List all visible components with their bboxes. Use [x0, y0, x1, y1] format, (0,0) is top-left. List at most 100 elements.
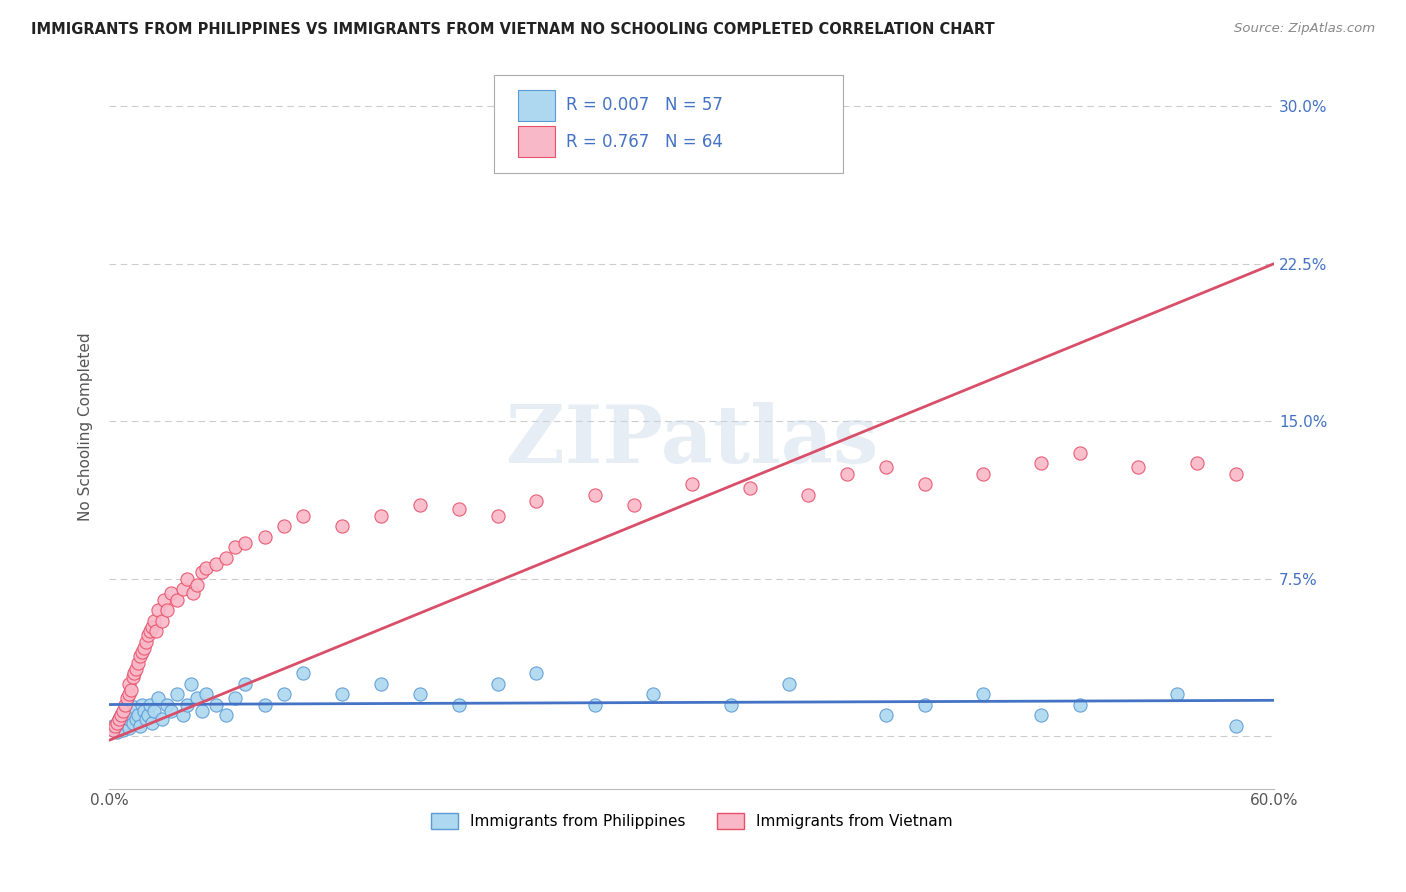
- Point: [215, 550, 238, 565]
- Point: [253, 698, 276, 712]
- Point: [205, 698, 228, 712]
- Point: [681, 477, 703, 491]
- Point: [447, 502, 470, 516]
- Point: [139, 624, 162, 638]
- FancyBboxPatch shape: [494, 75, 844, 173]
- Point: [131, 645, 153, 659]
- Point: [127, 656, 149, 670]
- Point: [583, 487, 606, 501]
- Point: [1166, 687, 1188, 701]
- Point: [108, 712, 131, 726]
- Point: [875, 460, 897, 475]
- Point: [124, 666, 146, 681]
- Point: [914, 698, 936, 712]
- Point: [1031, 708, 1053, 723]
- Point: [623, 498, 645, 512]
- Point: [131, 698, 153, 712]
- Point: [253, 529, 276, 543]
- Point: [156, 698, 179, 712]
- Point: [114, 698, 136, 712]
- Point: [125, 712, 148, 726]
- Point: [797, 487, 820, 501]
- Point: [181, 586, 204, 600]
- Point: [186, 578, 208, 592]
- Point: [486, 508, 509, 523]
- Point: [1225, 718, 1247, 732]
- Point: [180, 676, 202, 690]
- Text: IMMIGRANTS FROM PHILIPPINES VS IMMIGRANTS FROM VIETNAM NO SCHOOLING COMPLETED CO: IMMIGRANTS FROM PHILIPPINES VS IMMIGRANT…: [31, 22, 994, 37]
- Text: R = 0.767   N = 64: R = 0.767 N = 64: [567, 133, 723, 151]
- Point: [1225, 467, 1247, 481]
- Point: [136, 628, 159, 642]
- Point: [875, 708, 897, 723]
- Point: [121, 716, 143, 731]
- Point: [145, 624, 167, 638]
- Point: [146, 691, 169, 706]
- Point: [136, 708, 159, 723]
- Point: [139, 698, 162, 712]
- Point: [125, 662, 148, 676]
- Point: [273, 687, 295, 701]
- Point: [191, 704, 214, 718]
- Point: [1069, 445, 1091, 459]
- Point: [115, 691, 138, 706]
- Point: [118, 676, 141, 690]
- Point: [120, 708, 142, 723]
- Point: [172, 582, 194, 596]
- Point: [142, 614, 165, 628]
- Point: [172, 708, 194, 723]
- Point: [121, 670, 143, 684]
- Point: [1185, 456, 1208, 470]
- Point: [110, 708, 132, 723]
- Point: [134, 640, 156, 655]
- Point: [150, 712, 173, 726]
- Point: [104, 718, 127, 732]
- Point: [150, 614, 173, 628]
- Point: [152, 592, 174, 607]
- Point: [118, 687, 141, 701]
- Text: ZIPatlas: ZIPatlas: [506, 401, 877, 480]
- Point: [105, 716, 128, 731]
- Point: [129, 718, 152, 732]
- Point: [111, 704, 134, 718]
- Point: [108, 712, 131, 726]
- Point: [224, 540, 246, 554]
- Point: [720, 698, 742, 712]
- Y-axis label: No Schooling Completed: No Schooling Completed: [79, 332, 93, 521]
- Point: [778, 676, 800, 690]
- Point: [160, 586, 183, 600]
- Point: [135, 712, 157, 726]
- Point: [526, 493, 548, 508]
- Point: [129, 649, 152, 664]
- Point: [135, 634, 157, 648]
- Point: [115, 704, 138, 718]
- Point: [118, 721, 141, 735]
- Point: [124, 699, 146, 714]
- Point: [370, 508, 392, 523]
- Point: [330, 687, 353, 701]
- Point: [156, 603, 179, 617]
- Point: [914, 477, 936, 491]
- Point: [233, 676, 256, 690]
- Text: R = 0.007   N = 57: R = 0.007 N = 57: [567, 96, 723, 114]
- Point: [176, 572, 198, 586]
- FancyBboxPatch shape: [519, 127, 555, 157]
- Point: [146, 603, 169, 617]
- Point: [111, 723, 134, 737]
- Point: [114, 716, 136, 731]
- Point: [972, 467, 994, 481]
- Point: [142, 704, 165, 718]
- Point: [292, 666, 315, 681]
- Point: [837, 467, 859, 481]
- Text: Source: ZipAtlas.com: Source: ZipAtlas.com: [1234, 22, 1375, 36]
- Point: [641, 113, 664, 128]
- Point: [526, 666, 548, 681]
- Point: [205, 557, 228, 571]
- Point: [176, 698, 198, 712]
- Point: [120, 682, 142, 697]
- Point: [409, 498, 432, 512]
- Legend: Immigrants from Philippines, Immigrants from Vietnam: Immigrants from Philippines, Immigrants …: [425, 807, 959, 835]
- Point: [972, 687, 994, 701]
- Point: [215, 708, 238, 723]
- Point: [292, 508, 315, 523]
